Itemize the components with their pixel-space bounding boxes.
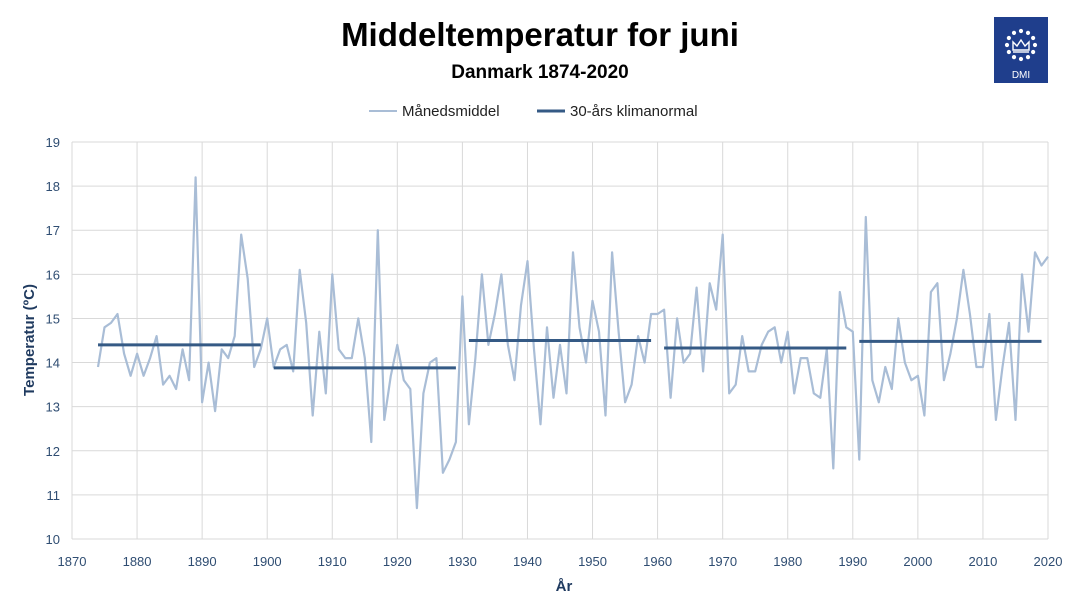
- y-tick-label: 18: [46, 179, 60, 194]
- x-tick-label: 1970: [708, 554, 737, 569]
- y-tick-label: 19: [46, 135, 60, 150]
- chart-subtitle: Danmark 1874-2020: [451, 62, 628, 83]
- logo-dot: [1011, 55, 1017, 60]
- crown-icon: [1012, 38, 1030, 53]
- y-tick-label: 11: [47, 488, 61, 503]
- logo-text: DMI: [1012, 70, 1030, 81]
- logo-dot: [1006, 49, 1011, 55]
- logo-dot: [1025, 55, 1031, 60]
- logo-dot: [1018, 56, 1024, 62]
- x-tick-label: 1940: [513, 554, 542, 569]
- x-tick-label: 2020: [1034, 554, 1063, 569]
- logo-dot: [1032, 42, 1038, 48]
- x-tick-label: 1980: [773, 554, 802, 569]
- x-axis-label: År: [556, 578, 573, 595]
- legend-label-normal: 30-års klimanormal: [570, 103, 698, 120]
- legend-label-monthly: Månedsmiddel: [402, 103, 500, 120]
- y-axis-ticks: 10 11 12 13 14 15 16 17 18 19: [46, 135, 60, 547]
- y-axis-label: Temperatur (ºC): [21, 284, 38, 396]
- x-tick-label: 1890: [188, 554, 217, 569]
- logo-ring-icon: [1004, 28, 1038, 62]
- series-normal: [98, 339, 1042, 370]
- y-tick-label: 17: [46, 223, 60, 238]
- x-tick-label: 1930: [448, 554, 477, 569]
- x-tick-label: 2010: [968, 554, 997, 569]
- monthly-mean-line: [96, 176, 1049, 510]
- logo-dot: [1025, 30, 1031, 35]
- x-tick-label: 1900: [253, 554, 282, 569]
- logo-dot: [1031, 49, 1036, 55]
- logo-dot: [1011, 30, 1017, 35]
- y-tick-label: 14: [46, 356, 60, 371]
- x-tick-label: 1950: [578, 554, 607, 569]
- logo-dot: [1031, 35, 1036, 41]
- y-tick-label: 13: [46, 400, 60, 415]
- logo-dot: [1006, 35, 1011, 41]
- series-monthly: [96, 176, 1049, 510]
- x-tick-label: 1880: [123, 554, 152, 569]
- x-tick-label: 1920: [383, 554, 412, 569]
- logo-dot: [1018, 28, 1024, 34]
- x-tick-label: 1990: [838, 554, 867, 569]
- y-tick-label: 16: [46, 267, 60, 282]
- x-tick-label: 1870: [58, 554, 87, 569]
- x-tick-label: 1910: [318, 554, 347, 569]
- x-tick-label: 2000: [903, 554, 932, 569]
- y-tick-label: 15: [46, 311, 60, 326]
- x-axis-ticks: 1870 1880 1890 1900 1910 1920 1930 1940 1950 1960…: [58, 554, 1063, 569]
- logo-dot: [1004, 42, 1010, 48]
- legend: Månedsmiddel 30-års klimanormal: [369, 103, 698, 120]
- y-tick-label: 12: [46, 444, 60, 459]
- chart-title: Middeltemperatur for juni: [341, 16, 739, 53]
- y-tick-label: 10: [46, 532, 60, 547]
- x-tick-label: 1960: [643, 554, 672, 569]
- dmi-logo: DMI: [994, 17, 1048, 83]
